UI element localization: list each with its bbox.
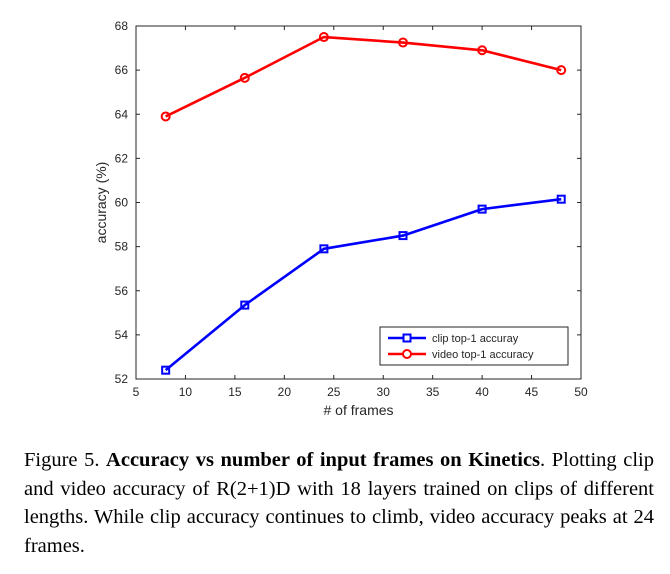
x-tick-label: 45 [525, 385, 539, 399]
x-tick-label: 5 [133, 385, 140, 399]
x-tick-label: 50 [574, 385, 588, 399]
figure-caption: Figure 5. Accuracy vs number of input fr… [24, 446, 654, 560]
y-tick-label: 56 [115, 284, 129, 298]
data-point-video [160, 111, 171, 122]
data-point-video [318, 32, 329, 43]
legend-marker-video [402, 349, 412, 359]
series-line-video [165, 35, 562, 118]
y-tick-label: 62 [115, 151, 129, 165]
y-tick-label: 60 [115, 196, 129, 210]
x-tick-label: 40 [475, 385, 489, 399]
y-tick-label: 54 [115, 328, 129, 342]
y-axis-label: accuracy (%) [93, 162, 109, 244]
y-tick-label: 58 [115, 240, 129, 254]
y-tick-label: 66 [115, 63, 129, 77]
legend-box [379, 326, 569, 366]
plot-area [135, 25, 582, 380]
accuracy-line-chart: 5 10 15 20 25 30 35 40 45 50 52 54 56 58 60 62 64 66 68 # o… [93, 19, 588, 418]
y-tick-label: 52 [115, 372, 129, 386]
x-axis-label: # of frames [323, 402, 393, 418]
data-point-video [477, 45, 488, 56]
data-point-video [556, 65, 567, 76]
caption-title: Accuracy vs number of input frames on Ki… [106, 449, 541, 471]
y-tick-label: 68 [115, 19, 129, 33]
y-tick-label: 64 [115, 107, 129, 121]
x-tick-label: 30 [377, 385, 391, 399]
x-tick-label: 35 [426, 385, 440, 399]
x-tick-label: 20 [278, 385, 292, 399]
data-point-clip [319, 244, 329, 254]
data-point-clip [556, 194, 566, 204]
x-tick-label: 10 [179, 385, 193, 399]
data-point-video [398, 37, 408, 48]
x-tick-label: 25 [327, 385, 341, 399]
caption-body: . Plotting clip and video accuracy of R(… [24, 449, 654, 557]
data-point-clip [161, 365, 171, 375]
data-point-clip [477, 204, 487, 214]
legend-marker-clip [402, 333, 412, 343]
data-point-clip [398, 231, 408, 241]
x-tick-label: 15 [228, 385, 242, 399]
caption-prefix: Figure 5. [24, 449, 107, 471]
data-point-clip [240, 300, 250, 310]
legend-label: video top-1 accuracy [432, 349, 534, 361]
legend-label: clip top-1 accuray [432, 333, 519, 345]
series-line-clip [164, 197, 562, 372]
data-point-video [239, 72, 250, 83]
